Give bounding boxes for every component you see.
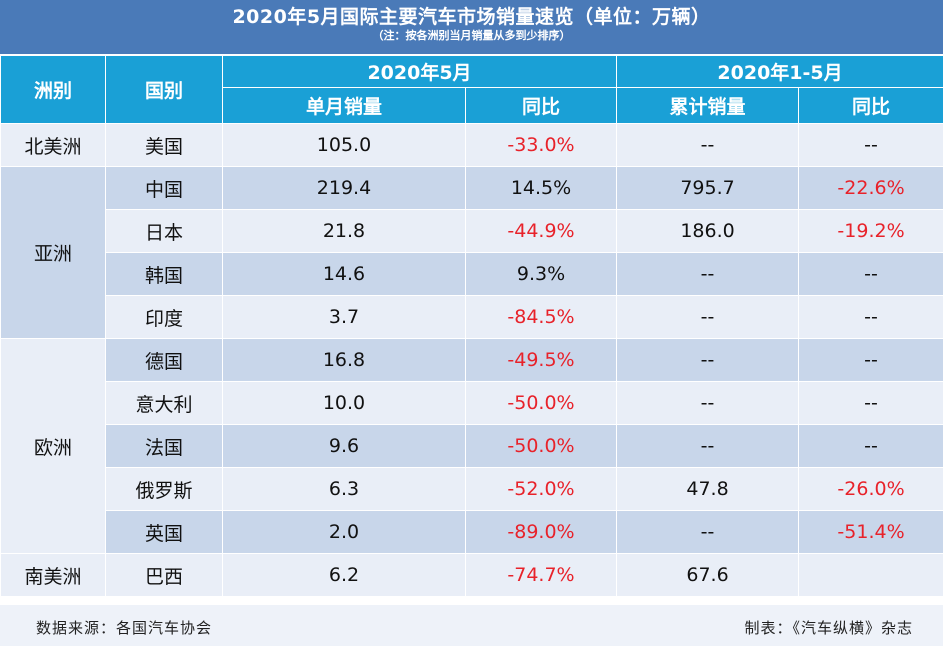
cumulative-cell: --: [616, 338, 800, 382]
table-row: 法国 9.6 -50.0% -- --: [1, 424, 943, 468]
table-row: 欧洲 德国 16.8 -49.5% -- --: [0, 338, 943, 554]
country-cell: 韩国: [105, 252, 223, 296]
cum-yoy-cell: --: [798, 338, 943, 382]
monthly-cell: 10.0: [222, 381, 466, 425]
cum-yoy-cell: --: [798, 252, 943, 296]
yoy-cell: -44.9%: [464, 209, 618, 253]
cumulative-cell: 186.0: [616, 209, 800, 253]
country-cell: 巴西: [105, 553, 223, 597]
continent-cell: 欧洲: [0, 338, 106, 554]
cum-yoy-cell: --: [798, 295, 943, 339]
yoy-cell: -50.0%: [464, 381, 618, 425]
yoy-cell: 9.3%: [464, 252, 618, 296]
cum-yoy-cell: -19.2%: [798, 209, 943, 253]
monthly-cell: 2.0: [222, 510, 466, 554]
continent-cell: 南美洲: [0, 553, 106, 597]
data-source: 数据来源：各国汽车协会: [36, 619, 213, 637]
table-row: 日本 21.8 -44.9% 186.0 -19.2%: [1, 209, 943, 253]
cum-yoy-cell: -51.4%: [798, 510, 943, 554]
yoy-cell: -74.7%: [464, 553, 618, 597]
table-row: 印度 3.7 -84.5% -- --: [1, 295, 943, 339]
monthly-cell: 14.6: [222, 252, 466, 296]
cumulative-cell: --: [616, 510, 800, 554]
monthly-cell: 16.8: [222, 338, 466, 382]
page-subtitle: （注：按各洲别当月销量从多到少排序）: [372, 29, 571, 42]
header-cum-yoy: 同比: [798, 87, 943, 124]
table-row: 韩国 14.6 9.3% -- --: [1, 252, 943, 296]
sales-table: 洲别 国别 2020年5月 2020年1-5月 单月销量 同比 累计销量 同比 …: [0, 55, 943, 597]
continent-cell: 北美洲: [0, 123, 106, 167]
monthly-cell: 219.4: [222, 166, 466, 210]
table-row: 亚洲 中国 219.4 14.5% 795.7 -22.6%: [0, 166, 943, 339]
yoy-cell: -49.5%: [464, 338, 618, 382]
country-cell: 英国: [105, 510, 223, 554]
table-row: 英国 2.0 -89.0% -- -51.4%: [1, 510, 943, 554]
yoy-cell: -52.0%: [464, 467, 618, 511]
monthly-cell: 9.6: [222, 424, 466, 468]
cum-yoy-cell: -26.0%: [798, 467, 943, 511]
continent-cell: 亚洲: [0, 166, 106, 339]
monthly-cell: 105.0: [222, 123, 466, 167]
table-row: 意大利 10.0 -50.0% -- --: [1, 381, 943, 425]
cum-yoy-cell: -22.6%: [798, 166, 943, 210]
country-cell: 美国: [105, 123, 223, 167]
table-row: 北美洲 美国 105.0 -33.0% -- --: [0, 123, 943, 167]
monthly-cell: 3.7: [222, 295, 466, 339]
header-monthly-sales: 单月销量: [222, 87, 466, 124]
yoy-cell: -84.5%: [464, 295, 618, 339]
title-bar: 2020年5月国际主要汽车市场销量速览（单位：万辆） （注：按各洲别当月销量从多…: [0, 0, 943, 54]
page-title: 2020年5月国际主要汽车市场销量速览（单位：万辆）: [232, 6, 711, 28]
header-yoy: 同比: [464, 87, 618, 124]
table-credit: 制表：《汽车纵横》杂志: [744, 619, 913, 637]
yoy-cell: 14.5%: [464, 166, 618, 210]
footer: 数据来源：各国汽车协会 制表：《汽车纵横》杂志: [0, 605, 943, 646]
monthly-cell: 6.3: [222, 467, 466, 511]
country-cell: 印度: [105, 295, 223, 339]
header-may: 2020年5月: [221, 55, 618, 88]
country-cell: 法国: [105, 424, 223, 468]
table-row: 俄罗斯 6.3 -52.0% 47.8 -26.0%: [1, 467, 943, 511]
cumulative-cell: 67.6: [616, 553, 800, 597]
cumulative-cell: --: [616, 123, 800, 167]
cum-yoy-cell: --: [798, 424, 943, 468]
country-cell: 中国: [105, 166, 223, 210]
cum-yoy-cell: [798, 553, 943, 597]
cumulative-cell: --: [616, 424, 800, 468]
header-country: 国别: [105, 55, 223, 124]
cumulative-cell: 795.7: [616, 166, 800, 210]
cumulative-cell: --: [616, 381, 800, 425]
country-cell: 德国: [105, 338, 223, 382]
cumulative-cell: --: [616, 295, 800, 339]
yoy-cell: -33.0%: [464, 123, 618, 167]
monthly-cell: 6.2: [222, 553, 466, 597]
cum-yoy-cell: --: [798, 381, 943, 425]
cum-yoy-cell: --: [798, 123, 943, 167]
header-continent: 洲别: [0, 55, 106, 124]
cumulative-cell: 47.8: [616, 467, 800, 511]
table-row: 南美洲 巴西 6.2 -74.7% 67.6: [0, 553, 943, 597]
header-ytd: 2020年1-5月: [616, 55, 943, 88]
country-cell: 俄罗斯: [105, 467, 223, 511]
monthly-cell: 21.8: [222, 209, 466, 253]
header-cumulative-sales: 累计销量: [616, 87, 800, 124]
yoy-cell: -89.0%: [464, 510, 618, 554]
yoy-cell: -50.0%: [464, 424, 618, 468]
country-cell: 日本: [105, 209, 223, 253]
country-cell: 意大利: [105, 381, 223, 425]
cumulative-cell: --: [616, 252, 800, 296]
